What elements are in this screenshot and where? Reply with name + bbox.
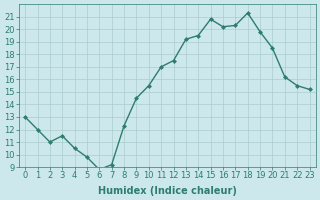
X-axis label: Humidex (Indice chaleur): Humidex (Indice chaleur) [98,186,237,196]
